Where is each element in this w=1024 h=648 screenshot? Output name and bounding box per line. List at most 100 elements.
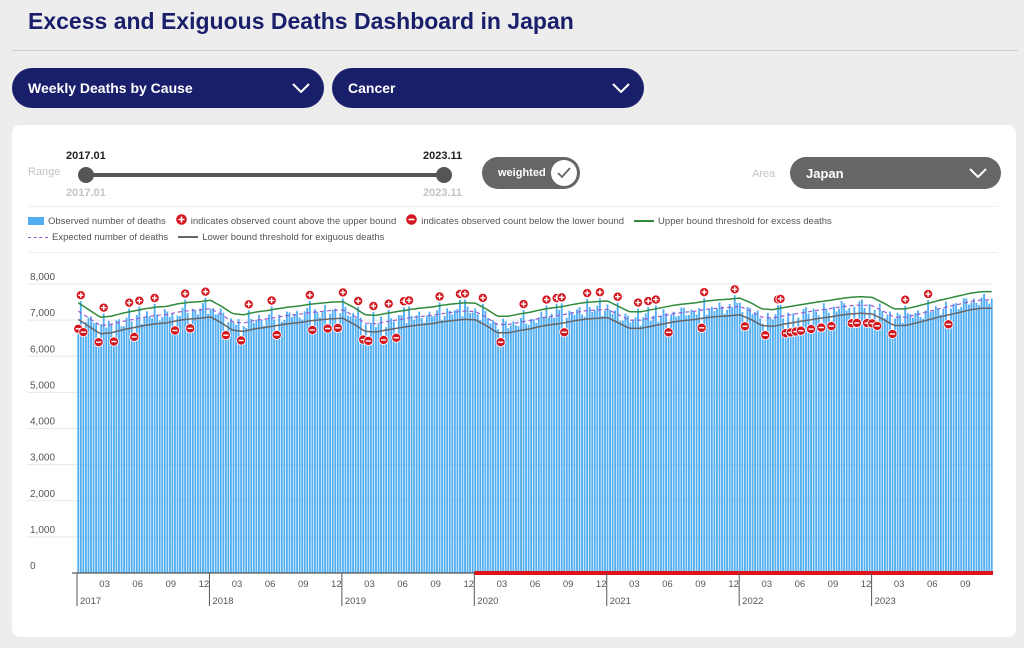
observed-bar	[347, 315, 349, 573]
y-tick-label: 4,000	[30, 417, 55, 428]
observed-bar	[876, 321, 879, 573]
observed-bar	[484, 310, 487, 573]
observed-bar	[494, 322, 497, 573]
observed-bar	[713, 311, 716, 573]
observed-bar	[978, 305, 980, 573]
x-month-label: 03	[629, 579, 640, 590]
observed-bar	[708, 308, 711, 573]
observed-bar	[296, 311, 299, 573]
observed-bar	[545, 305, 548, 573]
observed-bar	[499, 338, 502, 573]
observed-bar	[316, 312, 319, 573]
observed-bar	[217, 314, 220, 573]
x-year-label: 2020	[477, 596, 498, 607]
observed-bar	[204, 297, 207, 573]
observed-bar	[779, 304, 782, 573]
area-dropdown[interactable]: Japan	[790, 157, 1001, 189]
observed-bar	[591, 311, 594, 573]
observed-bar	[397, 315, 400, 573]
observed-bar	[637, 308, 639, 573]
observed-bar	[385, 327, 388, 573]
y-tick-label: 8,000	[30, 272, 55, 283]
observed-bar	[774, 314, 777, 573]
weighted-toggle[interactable]: weighted	[482, 157, 580, 189]
observed-bar	[395, 333, 398, 573]
observed-bar	[194, 310, 197, 573]
observed-bar	[268, 314, 271, 573]
observed-bar	[703, 298, 706, 573]
observed-bar	[441, 319, 444, 573]
legend-lower-label: Lower bound threshold for exiguous death…	[202, 231, 385, 243]
observed-bar	[520, 318, 522, 573]
observed-bar	[883, 318, 886, 573]
weighted-label: weighted	[498, 167, 546, 179]
observed-bar	[568, 310, 571, 573]
observed-bar	[805, 307, 807, 573]
observed-bar	[794, 327, 797, 573]
cause-dropdown-label: Cancer	[348, 80, 396, 96]
observed-bar	[479, 319, 482, 573]
observed-bar	[705, 314, 708, 573]
observed-bar	[344, 306, 347, 573]
observed-bar	[932, 311, 935, 573]
observed-bar	[670, 314, 673, 573]
range-slider-track[interactable]	[86, 173, 444, 177]
observed-bar	[983, 293, 986, 573]
area-label: Area	[752, 168, 776, 180]
x-month-label: 03	[894, 579, 905, 590]
x-year-label: 2022	[742, 596, 763, 607]
observed-bar	[240, 336, 243, 573]
legend-above: indicates observed count above the upper…	[175, 213, 396, 229]
observed-bar	[555, 304, 558, 573]
observed-bar	[133, 332, 136, 573]
x-year-label: 2019	[345, 596, 366, 607]
observed-bar	[115, 320, 118, 573]
range-start-handle[interactable]	[78, 167, 94, 183]
observed-bar	[855, 318, 858, 573]
observed-bar	[894, 318, 896, 573]
observed-bar	[700, 323, 703, 573]
observed-bar	[242, 326, 245, 573]
observed-bar	[947, 320, 950, 573]
x-month-label: 09	[960, 579, 971, 590]
legend-expected-label: Expected number of deaths	[52, 231, 169, 243]
cause-dropdown[interactable]: Cancer	[332, 68, 644, 108]
x-month-label: 09	[695, 579, 706, 590]
observed-bar	[716, 308, 718, 573]
observed-bar	[578, 307, 581, 573]
category-dropdown[interactable]: Weekly Deaths by Cause	[12, 68, 324, 108]
observed-bar	[789, 328, 792, 573]
observed-bar	[693, 311, 695, 573]
observed-bar	[866, 319, 868, 573]
observed-bar	[542, 317, 545, 573]
observed-bar	[525, 323, 528, 573]
observed-bar	[586, 299, 589, 573]
observed-bar	[881, 310, 884, 573]
legend-upper-label: Upper bound threshold for excess deaths	[658, 215, 832, 227]
chevron-down-icon	[969, 168, 987, 178]
observed-bar	[911, 317, 914, 573]
observed-bar	[120, 326, 123, 573]
observed-bar	[718, 302, 721, 573]
observed-bar	[972, 298, 975, 573]
observed-bar	[369, 322, 372, 573]
y-tick-label: 2,000	[30, 489, 55, 500]
observed-bar	[354, 318, 357, 573]
range-end-handle[interactable]	[436, 167, 452, 183]
observed-bar	[492, 320, 494, 573]
lower-bound-line	[77, 307, 992, 335]
observed-bar	[390, 318, 393, 573]
x-month-label: 12	[861, 579, 872, 590]
observed-bar	[899, 314, 902, 573]
observed-bar	[474, 308, 477, 573]
observed-bar	[530, 318, 533, 573]
area-dropdown-label: Japan	[806, 165, 844, 181]
observed-bar	[377, 323, 380, 573]
x-month-label: 12	[199, 579, 210, 590]
observed-bar	[581, 314, 583, 573]
observed-bar	[181, 307, 184, 573]
observed-bar	[721, 306, 723, 573]
observed-bar	[853, 306, 856, 573]
observed-bar	[400, 315, 403, 573]
